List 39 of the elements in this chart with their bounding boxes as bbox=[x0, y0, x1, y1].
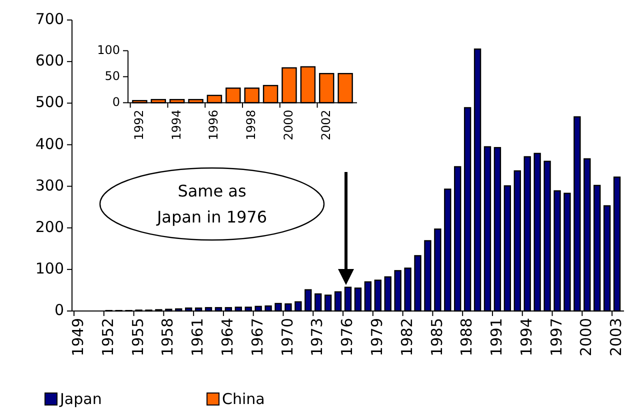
x-tick-label: 1991 bbox=[488, 318, 506, 356]
x-tick-label: 1955 bbox=[128, 318, 147, 356]
y-tick-label: 200 bbox=[35, 218, 64, 236]
x-tick-label: 1988 bbox=[458, 318, 476, 356]
x-tick-label: 1996 bbox=[206, 110, 221, 140]
y-tick-label: 300 bbox=[35, 176, 64, 194]
x-tick-label: 1985 bbox=[428, 318, 446, 356]
x-tick-label: 1994 bbox=[169, 110, 184, 140]
x-tick-label: 1961 bbox=[188, 318, 207, 356]
x-tick-label: 1970 bbox=[278, 318, 296, 356]
x-tick-label: 1949 bbox=[69, 318, 88, 356]
y-tick-label: 600 bbox=[35, 52, 64, 70]
legend-label: China bbox=[222, 390, 265, 408]
y-tick-label: 0 bbox=[112, 94, 120, 109]
y-tick-label: 100 bbox=[35, 260, 64, 278]
x-tick-label: 1982 bbox=[398, 318, 416, 356]
x-tick-label: 2000 bbox=[282, 110, 296, 140]
x-tick-label: 1998 bbox=[244, 110, 258, 140]
annotation: Same as Japan in 1976 bbox=[156, 181, 268, 226]
x-tick-label: 1979 bbox=[368, 318, 386, 356]
x-tick-label: 2000 bbox=[577, 318, 596, 356]
y-tick-label: 500 bbox=[35, 93, 64, 112]
legend-label: Japan bbox=[59, 390, 102, 408]
x-tick-label: 1992 bbox=[132, 110, 146, 140]
y-tick-label: 0 bbox=[54, 301, 64, 320]
x-tick-label: 1976 bbox=[338, 318, 356, 356]
y-tick-label: 100 bbox=[97, 42, 120, 57]
y-tick-label: 400 bbox=[35, 134, 64, 153]
x-tick-label: 1997 bbox=[547, 318, 566, 356]
y-tick-label: 700 bbox=[35, 10, 64, 28]
x-tick-label: 2003 bbox=[607, 318, 626, 356]
x-tick-label: 2002 bbox=[318, 110, 333, 140]
x-tick-label: 1964 bbox=[218, 318, 237, 356]
x-tick-label: 1967 bbox=[248, 318, 266, 356]
x-tick-label: 1952 bbox=[98, 318, 117, 356]
x-tick-label: 1973 bbox=[308, 318, 326, 356]
x-tick-label: 1994 bbox=[517, 318, 536, 356]
y-tick-label: 50 bbox=[104, 68, 120, 83]
x-tick-label: 1958 bbox=[158, 318, 177, 356]
